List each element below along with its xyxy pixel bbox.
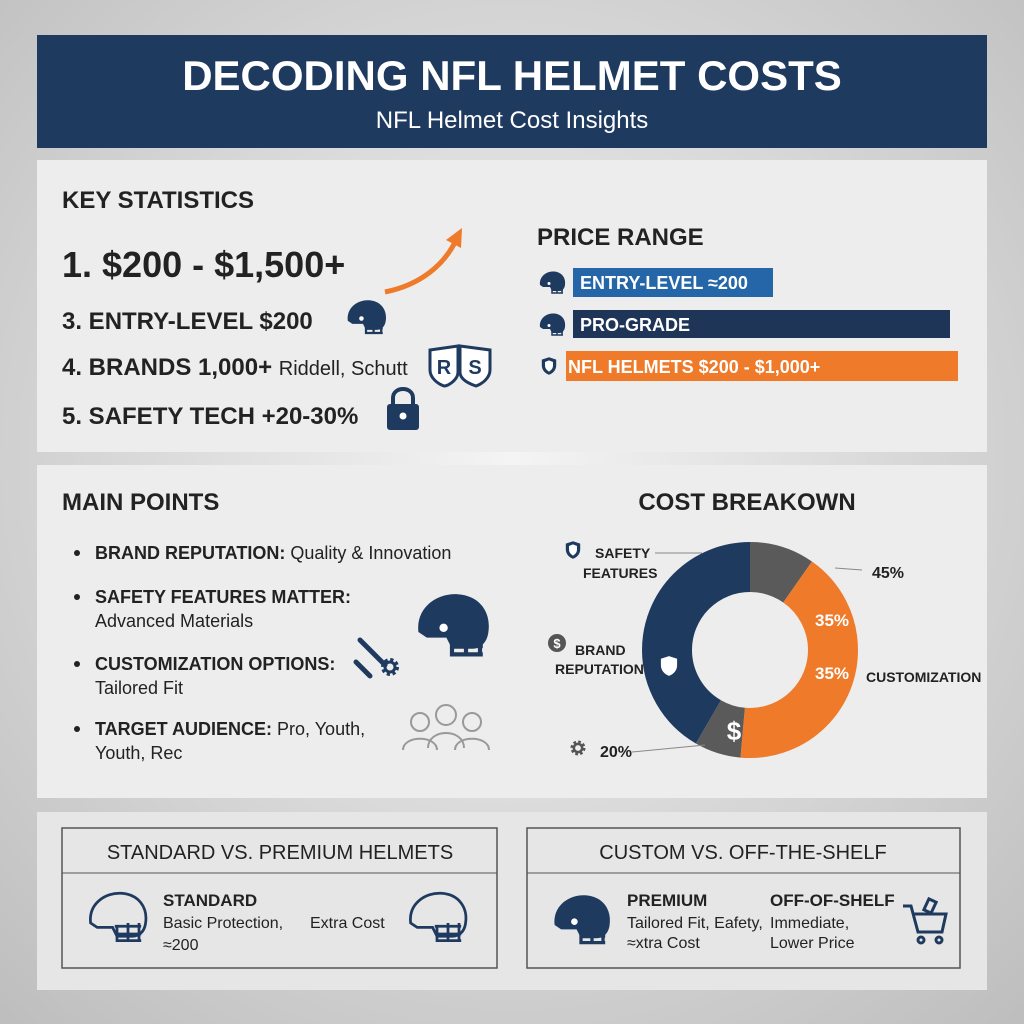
price-bar xyxy=(566,351,958,381)
audience-icon xyxy=(402,704,490,751)
compare-box xyxy=(61,827,498,969)
compare-text: Lower Price xyxy=(770,935,855,952)
stat-item: 3. ENTRY-LEVEL $200 xyxy=(62,308,313,335)
price-bar-label: ENTRY-LEVEL ≈200 xyxy=(580,273,748,293)
section-title: PRICE RANGE xyxy=(537,224,704,251)
donut-label: 35% xyxy=(815,611,849,630)
compare-title: CUSTOM VS. OFF-THE-SHELF xyxy=(599,842,886,864)
compare-heading: STANDARD xyxy=(163,891,257,910)
point-detail: Youth, Rec xyxy=(95,743,182,763)
dollar-icon: $ xyxy=(553,636,561,651)
bullet xyxy=(74,726,80,732)
donut-label: 20% xyxy=(600,744,632,761)
donut-label: REPUTATION xyxy=(555,661,644,677)
compare-title: STANDARD VS. PREMIUM HELMETS xyxy=(107,842,453,864)
wrench-icon xyxy=(353,637,388,679)
point-label: SAFETY FEATURES MATTER: xyxy=(95,587,351,607)
brand-shield xyxy=(458,344,492,388)
point: BRAND REPUTATION: Quality & Innovation xyxy=(95,543,451,563)
section-title: KEY STATISTICS xyxy=(62,187,254,214)
price-bar-label: PRO-GRADE xyxy=(580,315,690,335)
point-label: BRAND REPUTATION: xyxy=(95,543,285,563)
compare-text: ≈xtra Cost xyxy=(627,935,700,952)
compare-text: ≈200 xyxy=(163,937,199,954)
compare-text: Tailored Fit, Eafety, xyxy=(627,915,763,932)
cart-icon xyxy=(903,896,948,945)
point-detail: Pro, Youth, xyxy=(277,719,365,739)
compare-heading: OFF-OF-SHELF xyxy=(770,891,895,910)
donut-segment xyxy=(642,542,858,758)
point-detail: Tailored Fit xyxy=(95,678,183,698)
title: DECODING NFL HELMET COSTS xyxy=(182,52,842,99)
brand-shield xyxy=(428,344,460,388)
leader-line xyxy=(834,567,863,571)
compare-panel xyxy=(37,812,987,990)
compare-heading: PREMIUM xyxy=(627,891,707,910)
dollar-icon: $ xyxy=(727,716,742,746)
subtitle: NFL Helmet Cost Insights xyxy=(376,107,649,134)
bullet xyxy=(74,661,80,667)
point-detail: Advanced Materials xyxy=(95,611,253,631)
donut-label: FEATURES xyxy=(583,565,657,581)
compare-text: Immediate, xyxy=(770,915,849,932)
donut-label: SAFETY xyxy=(595,545,651,561)
lock-shackle xyxy=(391,387,415,405)
donut-label: 45% xyxy=(872,565,904,582)
stats-panel xyxy=(37,160,987,452)
shield-letter: R xyxy=(437,357,452,379)
compare-text: Extra Cost xyxy=(310,915,385,932)
leader-line xyxy=(631,744,706,753)
header-bar xyxy=(37,35,987,148)
donut-label: 35% xyxy=(815,664,849,683)
shield-letter: S xyxy=(468,357,481,379)
stat-item: 1. $200 - $1,500+ xyxy=(62,244,345,285)
bullet xyxy=(74,594,80,600)
price-bar xyxy=(573,268,773,297)
stat-detail: Riddell, Schutt xyxy=(279,358,408,380)
point: TARGET AUDIENCE: Pro, Youth, xyxy=(95,719,365,739)
stat-item: 4. BRANDS 1,000+ Riddell, Schutt xyxy=(62,354,408,381)
section-title: COST BREAKOWN xyxy=(638,489,855,516)
bullet xyxy=(74,550,80,556)
donut-segment xyxy=(642,542,858,758)
donut-label: CUSTOMIZATION xyxy=(866,669,981,685)
stat-item: 5. SAFETY TECH +20-30% xyxy=(62,403,358,430)
point-label: TARGET AUDIENCE: xyxy=(95,719,272,739)
compare-box xyxy=(526,827,961,969)
trend-arrow xyxy=(384,236,460,295)
price-bar-label: NFL HELMETS $200 - $1,000+ xyxy=(568,357,820,377)
price-bar xyxy=(573,310,950,338)
section-title: MAIN POINTS xyxy=(62,489,219,516)
stat-label: 4. BRANDS 1,000+ xyxy=(62,354,272,381)
compare-text: Basic Protection, xyxy=(163,915,283,932)
donut xyxy=(642,542,858,758)
dollar-badge xyxy=(548,634,566,652)
arrow-head xyxy=(446,228,462,248)
point-label: CUSTOMIZATION OPTIONS: xyxy=(95,654,335,674)
point-detail: Quality & Innovation xyxy=(290,543,451,563)
lock-hole xyxy=(399,412,407,420)
donut-label: BRAND xyxy=(575,642,626,658)
